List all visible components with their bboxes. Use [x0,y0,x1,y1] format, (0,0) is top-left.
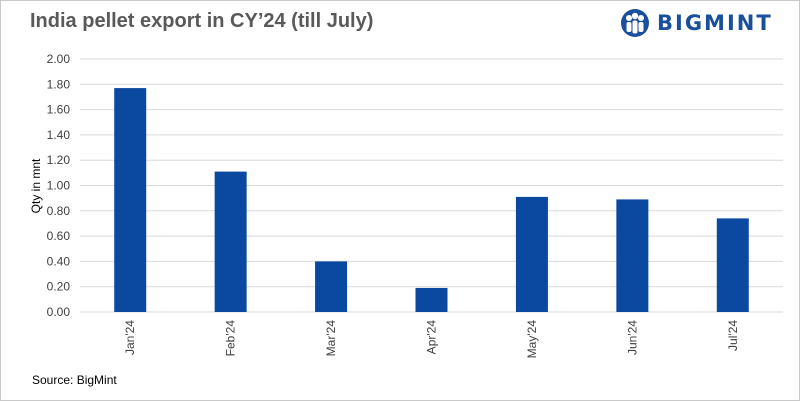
bar-may24 [515,196,548,312]
y-tick-label: 1.20 [47,153,71,167]
y-tick-label: 1.60 [47,103,71,117]
x-tick-label: Jun'24 [625,320,639,355]
bar-jul24 [716,218,749,312]
x-axis-ticks: Jan'24 Feb'24 Mar'24 Apr'24 May'24 Jun'24 Jul'… [123,320,740,359]
y-axis-title: Qty in mnt [29,158,43,213]
y-tick-label: 1.80 [47,77,71,91]
x-tick-label: Apr'24 [425,320,439,355]
logo-text: BIGMINT [657,11,773,35]
x-tick-label: Mar'24 [324,320,338,357]
y-tick-label: 0.00 [47,305,71,319]
x-tick-label: Feb'24 [224,320,238,357]
bars [114,88,749,312]
y-tick-label: 0.20 [47,280,71,294]
x-tick-label: Jul'24 [726,320,740,351]
bar-feb24 [214,171,247,312]
brand-logo: BIGMINT [620,6,773,40]
y-tick-label: 1.00 [47,179,71,193]
y-axis-ticks: 0.00 0.20 0.40 0.60 0.80 1.00 1.20 1.40 1.60 1.80… [47,52,71,319]
bar-mar24 [315,261,348,312]
source-note: Source: BigMint [32,373,117,387]
bar-jan24 [114,88,147,312]
y-tick-label: 0.40 [47,254,71,268]
x-tick-label: May'24 [525,320,539,359]
gridlines [80,58,783,313]
y-tick-label: 2.00 [47,52,71,66]
bar-jun24 [616,199,649,312]
y-tick-label: 0.60 [47,229,71,243]
y-tick-label: 0.80 [47,204,71,218]
y-tick-label: 1.40 [47,128,71,142]
bigmint-people-logo-icon [621,9,649,37]
bar-apr24 [415,287,448,312]
x-tick-label: Jan'24 [123,320,137,355]
chart-title: India pellet export in CY’24 (till July) [30,10,374,32]
